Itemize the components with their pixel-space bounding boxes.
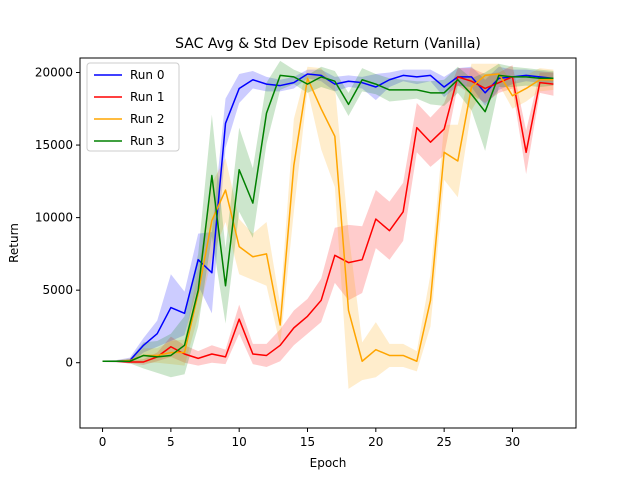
x-tick-label: 30 (505, 435, 520, 449)
series-line-run-3 (102, 74, 554, 362)
chart-title: SAC Avg & Std Dev Episode Return (Vanill… (175, 36, 481, 52)
std-band-run-1 (102, 65, 554, 368)
legend-label-run-1: Run 1 (130, 90, 164, 104)
std-band-run-0 (102, 66, 554, 364)
y-axis-ticks: 0 5000 10000 15000 20000 (35, 66, 80, 370)
mean-lines (102, 73, 554, 363)
plot-frame (79, 57, 577, 429)
x-tick-label: 20 (368, 435, 383, 449)
legend: Run 0 Run 1 Run 2 Run 3 (86, 62, 180, 152)
legend-items: Run 0 Run 1 Run 2 Run 3 (94, 68, 164, 148)
x-axis-ticks: 0 5 10 15 20 25 30 (99, 428, 520, 449)
y-tick-label: 10000 (35, 211, 73, 225)
y-tick-label: 0 (65, 356, 73, 370)
x-tick-label: 10 (232, 435, 247, 449)
legend-label-run-0: Run 0 (130, 68, 164, 82)
x-tick-label: 25 (437, 435, 452, 449)
y-tick-label: 15000 (35, 138, 73, 152)
legend-label-run-3: Run 3 (130, 134, 164, 148)
legend-label-run-2: Run 2 (130, 112, 164, 126)
y-tick-label: 20000 (35, 66, 73, 80)
x-axis-title: Epoch (310, 456, 347, 470)
legend-box (86, 62, 180, 152)
std-band-run-3 (102, 60, 554, 378)
x-tick-label: 0 (99, 435, 107, 449)
x-tick-label: 5 (167, 435, 175, 449)
y-axis-title: Return (7, 223, 21, 263)
series-line-run-2 (102, 73, 554, 362)
x-tick-label: 15 (300, 435, 315, 449)
y-tick-label: 5000 (42, 283, 73, 297)
